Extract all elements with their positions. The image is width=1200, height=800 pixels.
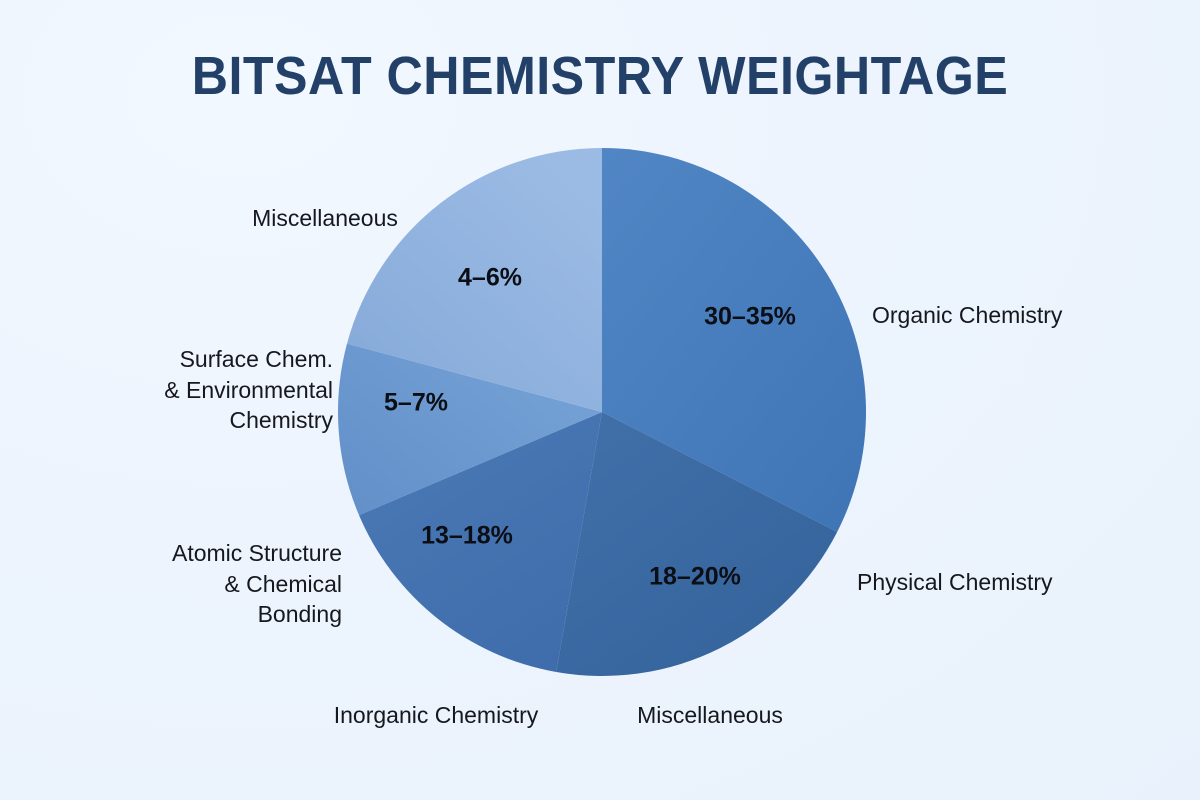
label-miscellaneous-bottom: Miscellaneous bbox=[637, 702, 783, 728]
slice-value-inorganic: 13–18% bbox=[421, 522, 513, 550]
slice-value-physical: 18–20% bbox=[649, 563, 741, 591]
pie-slice-miscellaneous[interactable] bbox=[347, 148, 602, 412]
pie-slice-organic-chemistry[interactable] bbox=[602, 148, 867, 532]
pie-slice-surface-environmental-chemistry[interactable] bbox=[338, 343, 602, 516]
page-title: BITSAT CHEMISTRY WEIGHTAGE bbox=[191, 46, 1009, 106]
slice-value-miscellaneous: 4–6% bbox=[458, 264, 522, 292]
pie-slice-inorganic-chemistry[interactable] bbox=[358, 412, 602, 672]
pie-slice-physical-chemistry[interactable] bbox=[556, 412, 838, 677]
label-organic-chemistry: Organic Chemistry bbox=[872, 302, 1063, 328]
label-inorganic-chemistry: Inorganic Chemistry bbox=[333, 702, 539, 728]
label-physical-chemistry: Physical Chemistry bbox=[857, 569, 1053, 595]
label-surface-environmental-chemistry: Surface Chem. & Environmental Chemistry bbox=[164, 346, 333, 434]
slice-value-surface: 5–7% bbox=[384, 389, 448, 417]
label-miscellaneous-top: Miscellaneous bbox=[252, 205, 398, 231]
slice-value-organic: 30–35% bbox=[704, 303, 796, 331]
label-atomic-structure-chemical-bonding: Atomic Structure & Chemical Bonding bbox=[172, 540, 342, 628]
